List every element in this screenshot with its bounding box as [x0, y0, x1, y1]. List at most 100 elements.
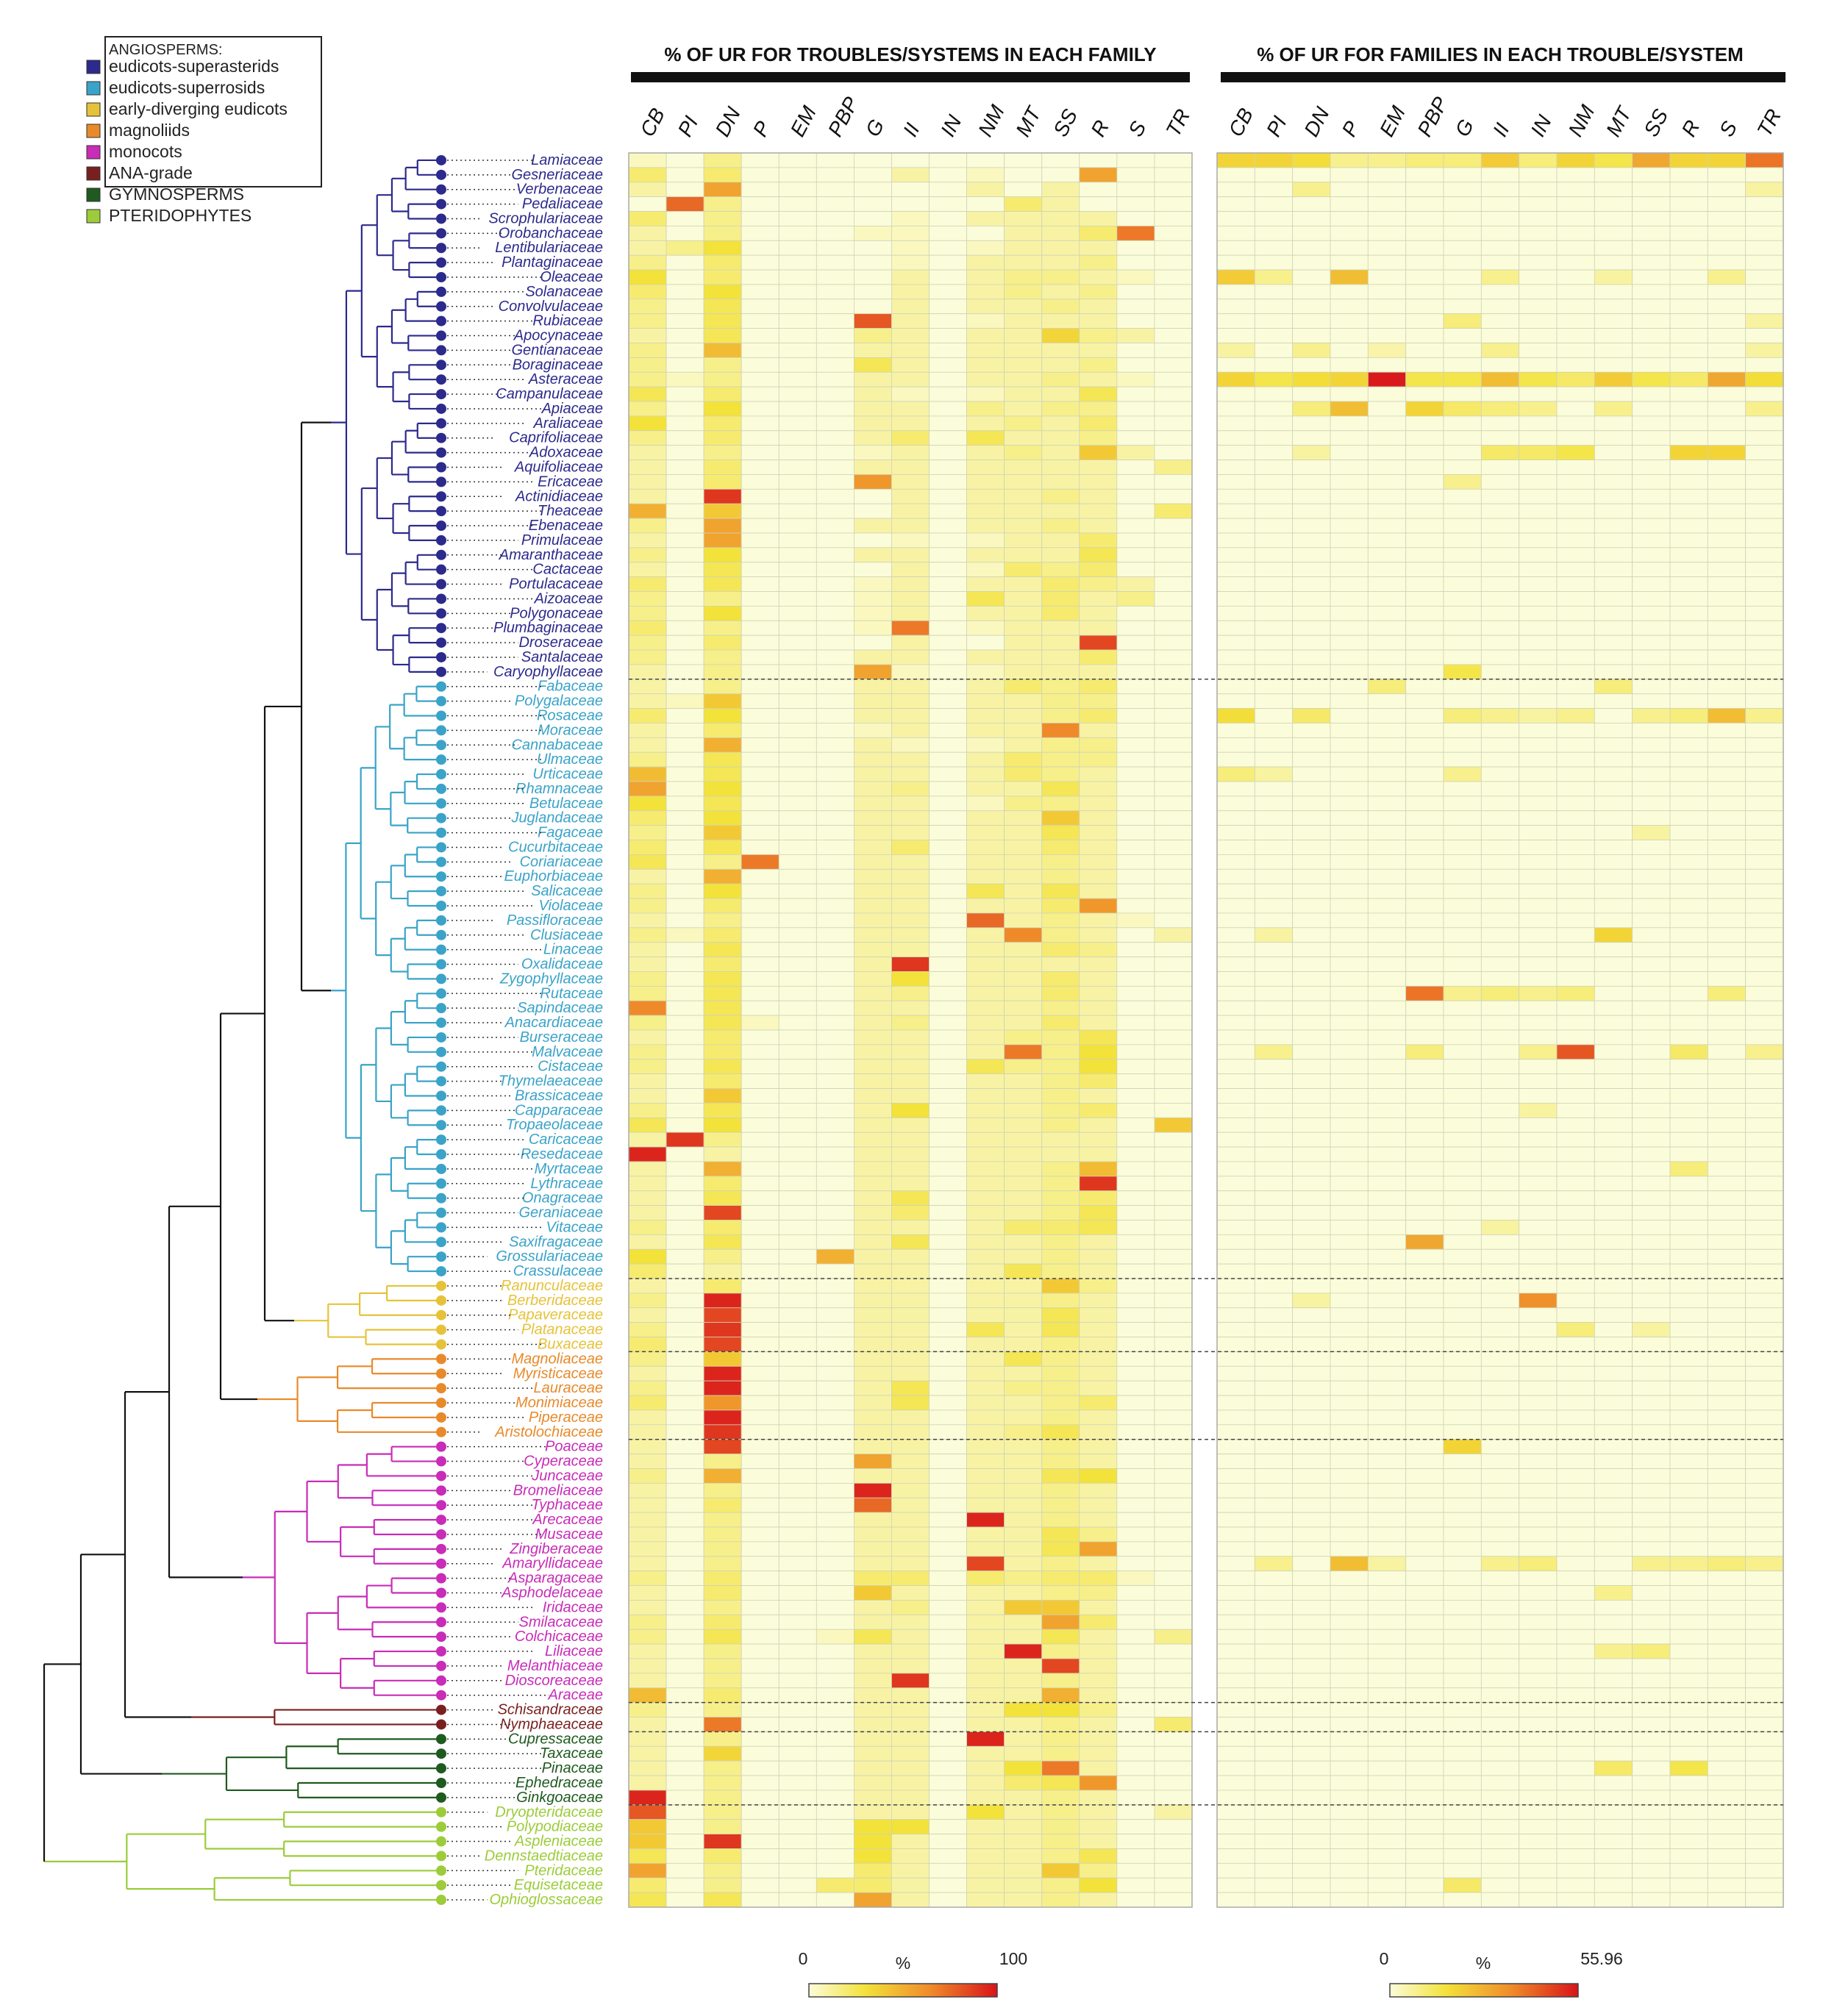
- right-heatmap-cell: [1632, 343, 1671, 358]
- right-heatmap-cell: [1254, 679, 1294, 695]
- right-heatmap-cell: [1707, 664, 1747, 680]
- left-heatmap-cell: [778, 1278, 817, 1294]
- left-heatmap-cell: [1154, 211, 1193, 226]
- left-heatmap-cell: [816, 649, 855, 665]
- right-heatmap-cell: [1254, 386, 1294, 402]
- right-heatmap-cell: [1519, 1365, 1558, 1381]
- left-heatmap-cell: [1041, 1088, 1080, 1104]
- left-heatmap-cell: [1154, 196, 1193, 212]
- left-heatmap-cell: [1041, 737, 1080, 753]
- right-heatmap-cell: [1405, 942, 1444, 957]
- right-heatmap-cell: [1405, 723, 1444, 738]
- right-heatmap-cell: [1632, 985, 1671, 1001]
- right-heatmap-cell: [1254, 620, 1294, 636]
- left-heatmap-cell: [966, 1614, 1005, 1630]
- right-heatmap-cell: [1669, 825, 1708, 840]
- family-label: Pedaliaceae: [522, 196, 603, 212]
- right-heatmap-cell: [1292, 1775, 1331, 1791]
- left-heatmap-cell: [778, 1614, 817, 1630]
- right-heatmap-cell: [1556, 1687, 1595, 1704]
- left-heatmap-cell: [1004, 576, 1043, 592]
- left-heatmap-cell: [666, 313, 704, 329]
- left-heatmap-cell: [854, 1088, 892, 1104]
- left-heatmap-cell: [703, 1862, 742, 1879]
- right-heatmap-cell: [1216, 1687, 1255, 1704]
- right-heatmap-cell: [1292, 1307, 1331, 1323]
- right-heatmap-cell: [1745, 1497, 1784, 1513]
- right-heatmap-cell: [1745, 1029, 1784, 1045]
- left-heatmap-cell: [1079, 576, 1118, 592]
- phylogenetic-tree: [43, 154, 446, 1906]
- right-heatmap-cell: [1594, 1585, 1633, 1601]
- left-heatmap-cell: [1079, 1526, 1118, 1543]
- right-heatmap-cell: [1405, 1337, 1444, 1352]
- left-heatmap-cell: [741, 1380, 779, 1396]
- left-heatmap-cell: [816, 1293, 855, 1309]
- right-heatmap-cell: [1632, 1702, 1671, 1717]
- right-heatmap-cell: [1669, 1351, 1708, 1367]
- right-heatmap-cell: [1594, 971, 1633, 987]
- right-heatmap-cell: [1330, 460, 1369, 475]
- left-heatmap-cell: [1041, 825, 1080, 840]
- right-heatmap-cell: [1632, 1673, 1671, 1689]
- right-heatmap-cell: [1292, 693, 1331, 709]
- left-heatmap-cell: [778, 1804, 817, 1820]
- right-heatmap-cell: [1405, 1862, 1444, 1879]
- right-heatmap-cell: [1254, 1337, 1294, 1352]
- right-heatmap-cell: [1292, 840, 1331, 855]
- left-heatmap-cell: [666, 766, 704, 782]
- right-heatmap-cell: [1632, 723, 1671, 738]
- left-heatmap-cell: [1154, 503, 1193, 519]
- left-heatmap-cell: [628, 664, 667, 680]
- right-heatmap-cell: [1745, 343, 1784, 358]
- left-heatmap-cell: [703, 1892, 742, 1908]
- right-heatmap-cell: [1594, 927, 1633, 943]
- left-heatmap-cell: [628, 1000, 667, 1016]
- right-heatmap-cell: [1292, 1205, 1331, 1220]
- right-heatmap-cell: [1292, 1497, 1331, 1513]
- right-heatmap-cell: [1594, 1877, 1633, 1893]
- right-heatmap-cell: [1367, 1146, 1407, 1162]
- right-heatmap-cell: [1216, 1059, 1255, 1075]
- left-heatmap-cell: [816, 503, 855, 519]
- right-heatmap-cell: [1669, 1717, 1708, 1732]
- right-heatmap-cell: [1367, 152, 1407, 168]
- left-heatmap-cell: [816, 751, 855, 768]
- left-heatmap-cell: [666, 1454, 704, 1469]
- left-heatmap-cell: [628, 284, 667, 300]
- right-heatmap-cell: [1330, 1146, 1369, 1162]
- left-heatmap-cell: [854, 488, 892, 504]
- left-heatmap-cell: [1041, 430, 1080, 446]
- left-heatmap-cell: [1041, 226, 1080, 241]
- left-heatmap-cell: [628, 1015, 667, 1031]
- right-heatmap-cell: [1443, 1556, 1482, 1572]
- right-heatmap-cell: [1669, 1103, 1708, 1118]
- left-heatmap-cell: [1079, 1146, 1118, 1162]
- left-heatmap-cell: [816, 1307, 855, 1323]
- left-heatmap-cell: [1004, 299, 1043, 315]
- left-heatmap-cell: [966, 240, 1005, 256]
- right-heatmap-cell: [1216, 1775, 1255, 1791]
- left-heatmap-cell: [891, 1103, 930, 1118]
- family-label: Apocynaceae: [513, 328, 603, 344]
- right-heatmap-cell: [1707, 474, 1747, 490]
- left-heatmap-cell: [778, 415, 817, 432]
- right-heatmap-cell: [1594, 1073, 1633, 1089]
- left-heatmap-cell: [1154, 693, 1193, 709]
- left-heatmap-cell: [1154, 1132, 1193, 1148]
- right-heatmap-cell: [1556, 1570, 1595, 1586]
- right-heatmap-cell: [1216, 1512, 1255, 1528]
- left-heatmap-cell: [854, 460, 892, 475]
- right-heatmap-cell: [1216, 942, 1255, 957]
- right-heatmap-cell: [1254, 1790, 1294, 1806]
- left-heatmap-cell: [854, 1877, 892, 1893]
- left-heatmap-cell: [891, 182, 930, 198]
- left-heatmap-cell: [1004, 635, 1043, 651]
- right-heatmap-cell: [1632, 1745, 1671, 1762]
- right-heatmap-cell: [1254, 240, 1294, 256]
- left-heatmap-cell: [891, 1585, 930, 1601]
- right-heatmap-cell: [1292, 912, 1331, 929]
- left-heatmap-cell: [854, 1395, 892, 1411]
- left-heatmap-cell: [854, 1029, 892, 1045]
- left-heatmap-cell: [1004, 503, 1043, 519]
